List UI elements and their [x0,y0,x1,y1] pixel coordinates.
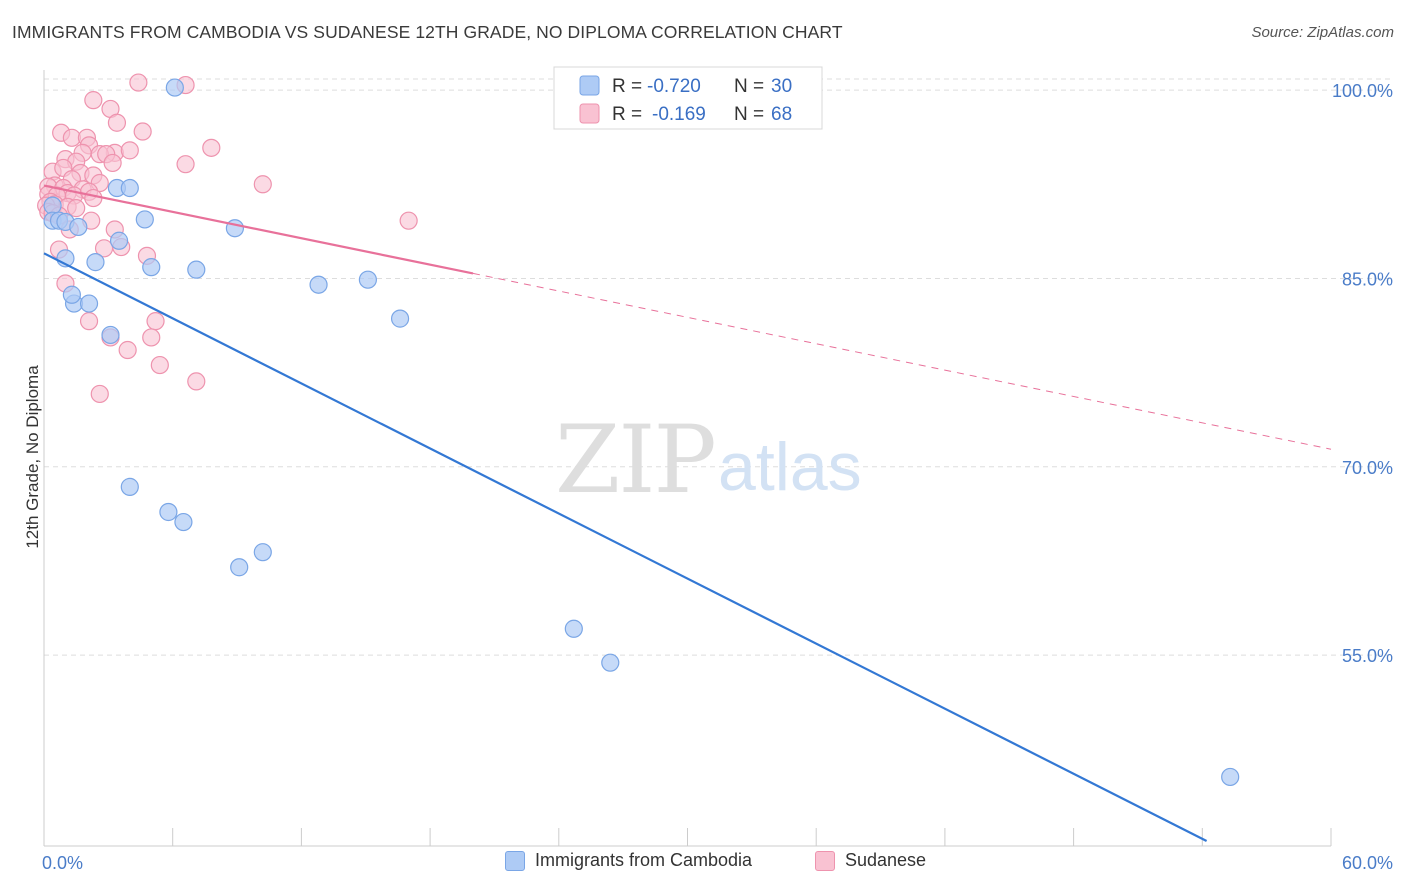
point-cambodia-20 [390,309,410,328]
point-cambodia-19 [358,270,377,289]
chart-title: IMMIGRANTS FROM CAMBODIA VS SUDANESE 12T… [12,22,843,42]
x-tick-label-1: 60.0% [1342,853,1393,873]
trend-line-sudanese-1 [43,184,474,275]
point-cambodia-26 [253,543,272,562]
point-sudanese-19 [176,155,195,174]
point-cambodia-29 [1221,767,1240,787]
point-sudanese-12 [120,141,139,160]
point-sudanese-58 [118,340,137,360]
legend-n-value-sudanese: 68 [771,104,792,125]
point-sudanese-4 [107,113,127,132]
point-cambodia-14 [187,260,206,279]
legend-item-cambodia: Immigrants from Cambodia [505,850,752,871]
point-cambodia-16 [79,294,99,313]
cambodia-points [43,78,1240,787]
point-sudanese-60 [187,372,206,391]
point-sudanese-13 [202,138,221,157]
legend-swatch-sudanese [579,103,600,124]
legend-item-sudanese: Sudanese [815,850,926,871]
y-tick-label-0: 100.0% [1332,81,1393,101]
point-cambodia-23 [159,502,178,522]
point-sudanese-57 [142,328,161,347]
legend-bottom: Immigrants from Cambodia Sudanese [0,850,1406,880]
legend-r-value-sudanese: -0.169 [652,104,706,125]
point-cambodia-5 [69,217,88,237]
point-cambodia-10 [109,231,129,250]
y-axis-label: 12th Grade, No Diploma [23,365,42,549]
y-tick-label-3: 55.0% [1342,646,1393,666]
point-sudanese-2 [84,91,103,110]
trend-lines [43,184,1332,842]
point-cambodia-18 [309,275,328,294]
point-sudanese-0 [129,73,148,92]
point-cambodia-7 [120,178,139,198]
point-cambodia-28 [601,653,620,672]
point-cambodia-1 [43,196,62,215]
legend-bottom-label-sudanese: Sudanese [845,850,927,870]
x-tick-labels: 0.0% 60.0% [42,853,1393,873]
point-sudanese-5 [133,122,152,141]
point-cambodia-27 [564,619,583,638]
x-tick-label-0: 0.0% [42,853,83,873]
point-sudanese-41 [67,199,86,218]
legend-r-value-cambodia: -0.720 [647,76,701,97]
point-cambodia-21 [101,325,120,345]
watermark: ZIP atlas [555,406,862,515]
point-sudanese-36 [84,188,103,208]
point-cambodia-25 [230,558,249,577]
legend-bottom-label-cambodia: Immigrants from Cambodia [535,850,753,870]
legend-n-label-sudanese: N = [734,104,769,125]
point-sudanese-46 [399,211,418,230]
y-tick-label-2: 70.0% [1342,458,1393,478]
point-cambodia-12 [86,253,105,272]
trend-line-cambodia-0 [43,252,1208,842]
point-cambodia-24 [174,512,193,532]
legend-r-label-sudanese: R = [612,104,647,125]
legend-n-label-cambodia: N = [734,76,769,97]
legend-r-label-cambodia: R = [612,76,647,97]
point-cambodia-17 [62,285,81,304]
sudanese-points [37,73,418,404]
point-sudanese-16 [103,153,122,173]
source-label: Source: ZipAtlas.com [1251,24,1394,41]
legend-bottom-swatch-sudanese [815,850,835,871]
legend-top: R = -0.720 N = 30 R = -0.169 N = 68 [553,66,823,130]
point-cambodia-8 [135,210,154,229]
point-sudanese-30 [253,175,272,194]
point-cambodia-9 [225,219,245,238]
point-sudanese-61 [90,384,109,404]
legend-bottom-swatch-cambodia [505,850,525,871]
y-tick-label-1: 85.0% [1342,269,1393,289]
point-cambodia-0 [165,78,184,97]
watermark-atlas: atlas [718,429,862,505]
point-sudanese-55 [146,312,165,331]
trend-line-sudanese-2 [472,272,1332,450]
point-cambodia-13 [142,258,161,277]
legend-swatch-cambodia [579,75,600,96]
point-sudanese-59 [150,355,169,375]
y-tick-labels: 100.0% 85.0% 70.0% 55.0% [1332,81,1393,666]
point-cambodia-22 [120,477,139,496]
point-sudanese-54 [79,312,99,331]
watermark-zip: ZIP [555,406,715,515]
legend-n-value-cambodia: 30 [771,76,792,97]
